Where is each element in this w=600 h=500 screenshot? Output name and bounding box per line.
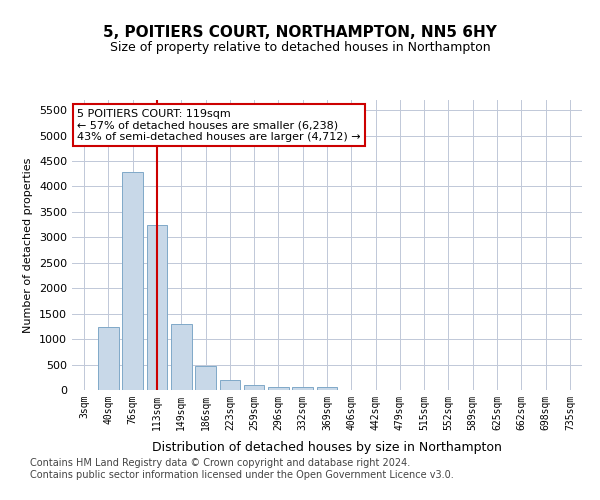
Bar bbox=[146, 224, 167, 390]
Text: Size of property relative to detached houses in Northampton: Size of property relative to detached ho… bbox=[110, 41, 490, 54]
Text: 5 POITIERS COURT: 119sqm
← 57% of detached houses are smaller (6,238)
43% of sem: 5 POITIERS COURT: 119sqm ← 57% of detach… bbox=[77, 108, 361, 142]
Text: Contains public sector information licensed under the Open Government Licence v3: Contains public sector information licen… bbox=[30, 470, 454, 480]
Y-axis label: Number of detached properties: Number of detached properties bbox=[23, 158, 34, 332]
Bar bbox=[195, 366, 216, 390]
Bar bbox=[122, 172, 143, 390]
Bar bbox=[171, 324, 191, 390]
Bar bbox=[98, 328, 119, 390]
X-axis label: Distribution of detached houses by size in Northampton: Distribution of detached houses by size … bbox=[152, 441, 502, 454]
Text: Contains HM Land Registry data © Crown copyright and database right 2024.: Contains HM Land Registry data © Crown c… bbox=[30, 458, 410, 468]
Bar bbox=[317, 388, 337, 390]
Bar bbox=[268, 387, 289, 390]
Text: 5, POITIERS COURT, NORTHAMPTON, NN5 6HY: 5, POITIERS COURT, NORTHAMPTON, NN5 6HY bbox=[103, 25, 497, 40]
Bar bbox=[244, 386, 265, 390]
Bar bbox=[292, 387, 313, 390]
Bar bbox=[220, 380, 240, 390]
